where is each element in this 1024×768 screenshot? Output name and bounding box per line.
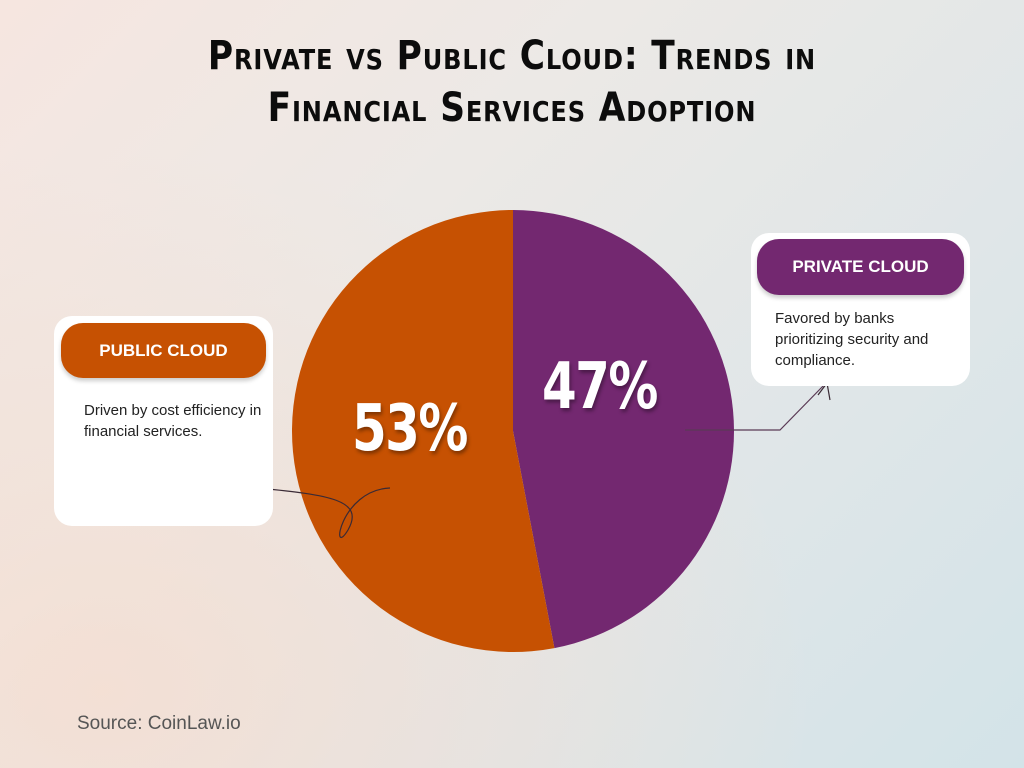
public-percent-label: 53% bbox=[352, 392, 468, 466]
private-cloud-description: Favored by banks prioritizing security a… bbox=[775, 310, 929, 369]
public-connector-arrow bbox=[257, 487, 391, 538]
pie-slice-public-cloud bbox=[292, 210, 555, 652]
private-cloud-badge: PRIVATE CLOUD bbox=[757, 239, 964, 295]
title-line-2: Financial Services Adoption bbox=[267, 85, 757, 131]
private-connector-arrow bbox=[685, 382, 827, 431]
source-note: Source: CoinLaw.io bbox=[77, 713, 241, 734]
public-cloud-description: Driven by cost efficiency in financial s… bbox=[84, 402, 262, 440]
pie-slice-private-cloud bbox=[513, 210, 735, 649]
public-cloud-badge: PUBLIC CLOUD bbox=[61, 323, 266, 378]
private-percent-label: 47% bbox=[542, 350, 658, 424]
title-line-1: Private vs Public Cloud: Trends in bbox=[207, 33, 817, 79]
chart-title: Private vs Public Cloud: Trends in Finan… bbox=[72, 30, 953, 134]
